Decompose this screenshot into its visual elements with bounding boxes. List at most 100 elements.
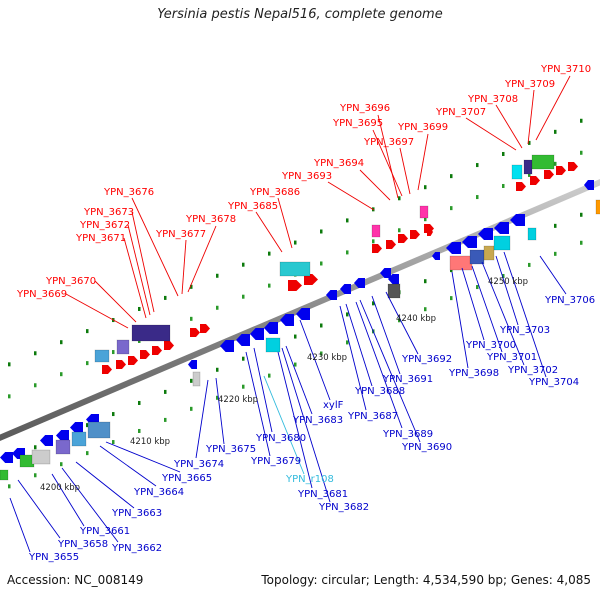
leader-YPN_3682: [281, 347, 331, 503]
guide-dot: [190, 316, 193, 321]
leader-YPN_3701: [471, 265, 503, 353]
gene-label-YPN_3706: YPN_3706: [544, 295, 595, 306]
gene-label-YPN_3700: YPN_3700: [465, 340, 516, 351]
guide-dot: [216, 305, 219, 310]
leader-YPN_3677: [181, 239, 187, 295]
gene-label-YPN_3703: YPN_3703: [499, 325, 550, 336]
reverse-gene: [340, 284, 351, 294]
gene-label-YPN_3680: YPN_3680: [255, 433, 306, 444]
gene-label-YPN_3702: YPN_3702: [507, 365, 558, 376]
guide-dot: [86, 451, 89, 456]
guide-dot: [268, 283, 271, 288]
guide-dot: [242, 356, 245, 361]
accession-text: Accession: NC_008149: [7, 573, 144, 587]
reverse-gene: [220, 340, 234, 352]
guide-dot: [528, 140, 531, 145]
forward-gene: [128, 356, 138, 365]
forward-gene: [102, 365, 112, 374]
guide-dot: [476, 285, 479, 290]
gene-label-YPN_3679: YPN_3679: [250, 456, 301, 467]
guide-dot: [138, 306, 141, 311]
gene-label-YPN_3699: YPN_3699: [397, 122, 448, 133]
guide-dot: [476, 163, 479, 168]
forward-gene: [568, 162, 578, 171]
leader-YPN_3685: [255, 211, 283, 253]
reverse-gene: [0, 452, 13, 463]
leader-YPN_r108: [263, 375, 305, 475]
guide-dot: [424, 217, 427, 222]
reverse-gene-box: [265, 337, 281, 353]
guide-dot: [450, 296, 453, 301]
guide-dot: [112, 440, 115, 445]
guide-dot: [502, 183, 505, 188]
leader-YPN_3678: [187, 225, 217, 293]
guide-dot: [398, 228, 401, 233]
reverse-gene: [354, 278, 365, 288]
gene-label-YPN_3664: YPN_3664: [133, 487, 184, 498]
forward-gene: [556, 166, 566, 175]
gene-label-YPN_3691: YPN_3691: [382, 374, 433, 385]
leader-YPN_3681: [277, 351, 313, 489]
guide-dot: [242, 262, 245, 267]
guide-dot: [398, 318, 401, 323]
guide-dot: [372, 239, 375, 244]
reverse-gene: [70, 422, 83, 433]
reverse-gene-box: [527, 227, 537, 241]
guide-dot: [190, 378, 193, 383]
leader-YPN_3674: [195, 379, 209, 459]
forward-gene: [372, 244, 382, 253]
leader-YPN_3695: [372, 129, 403, 197]
guide-dot: [34, 383, 37, 388]
guide-dot: [60, 372, 63, 377]
guide-dot: [216, 367, 219, 372]
leader-YPN_3675: [215, 377, 225, 445]
forward-gene-box: [131, 324, 171, 342]
reverse-gene-box: [31, 449, 51, 465]
leader-YPN_3687: [339, 305, 367, 411]
forward-gene: [530, 176, 540, 185]
leader-YPN_3655: [9, 497, 31, 553]
gene-label-YPN_3675: YPN_3675: [205, 444, 256, 455]
guide-dot: [580, 240, 583, 245]
reverse-gene-box: [483, 245, 495, 261]
guide-dot: [424, 307, 427, 312]
forward-gene: [516, 182, 526, 191]
guide-dot: [164, 295, 167, 300]
label-leader-lines: [9, 75, 571, 553]
forward-gene-box: [523, 159, 533, 175]
leader-YPN_3709: [527, 89, 535, 145]
gene-label-YPN_3698: YPN_3698: [448, 368, 499, 379]
guide-dot: [476, 195, 479, 200]
guide-dot: [164, 417, 167, 422]
guide-dot: [34, 473, 37, 478]
reverse-gene: [250, 328, 264, 340]
gene-label-YPN_3689: YPN_3689: [382, 429, 433, 440]
guide-dot: [190, 406, 193, 411]
tick-label-4200kbp: 4200 kbp: [40, 483, 80, 493]
guide-dot: [528, 172, 531, 177]
guide-dot: [8, 362, 11, 367]
leader-YPN_3669: [65, 293, 129, 329]
leader-YPN_3706: [539, 255, 567, 295]
leader-YPN_3664: [99, 445, 157, 487]
gene-label-YPN_3682: YPN_3682: [318, 502, 369, 513]
guide-dot: [138, 428, 141, 433]
gene-label-YPN_3707: YPN_3707: [435, 107, 486, 118]
guide-dot: [216, 273, 219, 278]
forward-gene-box: [116, 339, 130, 355]
leader-YPN_3694: [359, 169, 391, 201]
gene-label-YPN_3673: YPN_3673: [83, 207, 134, 218]
guide-dot: [528, 262, 531, 267]
reverse-gene: [478, 228, 493, 240]
gene-label-YPN_3694: YPN_3694: [313, 158, 364, 169]
forward-gene: [152, 346, 162, 355]
guide-dot: [294, 334, 297, 339]
leader-YPN_3689: [355, 301, 403, 429]
guide-dot: [216, 395, 219, 400]
reverse-gene-box: [71, 431, 87, 447]
guide-dot: [34, 351, 37, 356]
forward-gene-box: [279, 261, 311, 277]
guide-dot: [190, 284, 193, 289]
guide-dot: [320, 261, 323, 266]
guide-dot: [346, 250, 349, 255]
